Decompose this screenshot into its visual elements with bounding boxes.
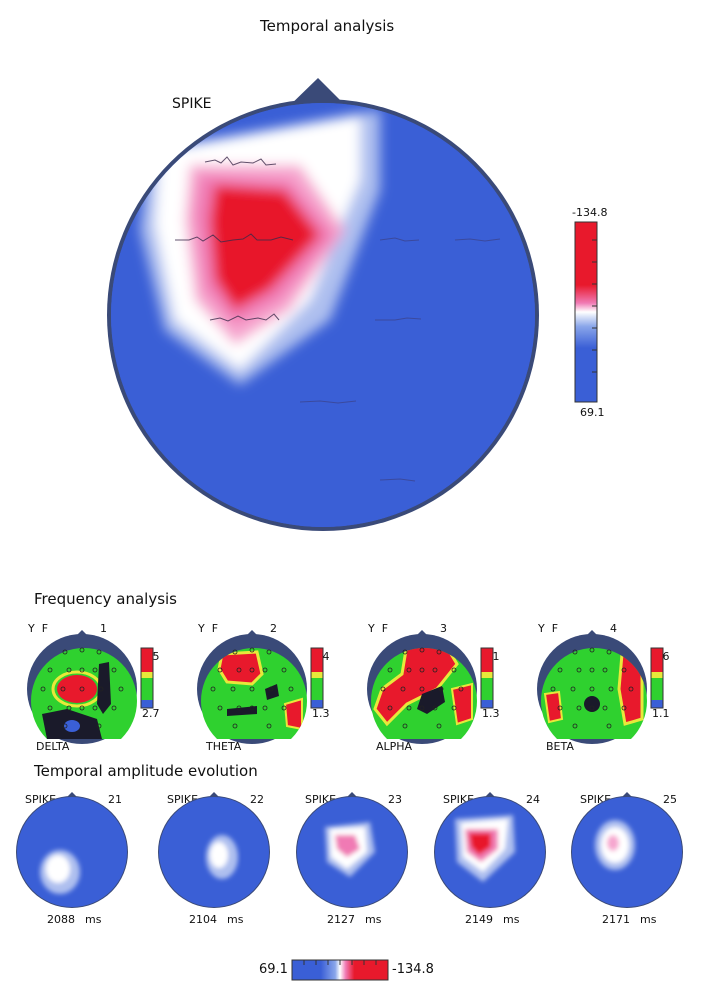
map-index: 3	[440, 622, 447, 635]
time-value: 2171	[602, 913, 630, 926]
scale-min: 1.1	[652, 707, 670, 720]
time-value: 2104	[189, 913, 217, 926]
time-unit: ms	[227, 913, 244, 926]
scale-min: 1.3	[312, 707, 330, 720]
bottom-color-scale	[291, 959, 389, 981]
map-index: 21	[108, 793, 122, 806]
time-value: 2149	[465, 913, 493, 926]
map-index: 1	[100, 622, 107, 635]
frequency-color-scale	[310, 647, 324, 709]
evolution-head-map	[571, 792, 683, 908]
evolution-title: Temporal amplitude evolution	[34, 762, 258, 780]
main-head-map	[107, 78, 598, 531]
map-index: 2	[270, 622, 277, 635]
frequency-color-scale	[140, 647, 154, 709]
map-corner-label: Y F	[28, 622, 49, 635]
bottom-scale-max: -134.8	[392, 962, 434, 977]
band-label: ALPHA	[376, 740, 413, 753]
band-label: BETA	[546, 740, 574, 753]
frequency-head-map	[197, 630, 324, 744]
map-index: 23	[388, 793, 402, 806]
frequency-head-map	[367, 630, 494, 744]
map-index: 22	[250, 793, 264, 806]
map-corner-label: Y F	[538, 622, 559, 635]
time-unit: ms	[85, 913, 102, 926]
temporal-analysis-title: Temporal analysis	[260, 17, 395, 35]
frequency-color-scale	[480, 647, 494, 709]
map-index: 24	[526, 793, 540, 806]
map-corner-label: Y F	[198, 622, 219, 635]
evolution-head-map	[158, 792, 270, 908]
main-color-scale	[574, 221, 598, 403]
time-value: 2127	[327, 913, 355, 926]
map-index: 4	[610, 622, 617, 635]
main-map-label: SPIKE	[172, 96, 212, 112]
scale-min: 2.7	[142, 707, 160, 720]
map-corner-label: Y F	[368, 622, 389, 635]
time-unit: ms	[365, 913, 382, 926]
evolution-head-map	[296, 792, 408, 908]
map-index: 25	[663, 793, 677, 806]
main-scale-max: -134.8	[572, 206, 608, 219]
scale-min: 1.3	[482, 707, 500, 720]
time-unit: ms	[640, 913, 657, 926]
frequency-head-map	[27, 630, 154, 744]
frequency-color-scale	[650, 647, 664, 709]
evolution-head-map	[434, 792, 546, 908]
frequency-head-map	[537, 630, 664, 744]
time-value: 2088	[47, 913, 75, 926]
bottom-scale-min: 69.1	[259, 962, 288, 977]
frequency-analysis-title: Frequency analysis	[34, 590, 177, 608]
band-label: THETA	[206, 740, 242, 753]
time-unit: ms	[503, 913, 520, 926]
band-label: DELTA	[36, 740, 70, 753]
evolution-head-map	[16, 792, 128, 908]
main-scale-min: 69.1	[580, 406, 605, 419]
